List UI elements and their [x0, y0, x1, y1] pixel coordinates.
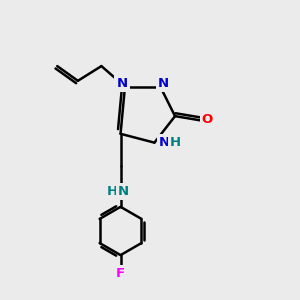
Text: N: N [118, 185, 129, 198]
Text: H: H [170, 136, 181, 149]
Text: H: H [107, 185, 118, 198]
Text: F: F [116, 267, 125, 280]
Text: N: N [158, 77, 169, 90]
Text: N: N [159, 136, 170, 149]
Text: N: N [116, 77, 128, 90]
Text: O: O [202, 112, 213, 126]
